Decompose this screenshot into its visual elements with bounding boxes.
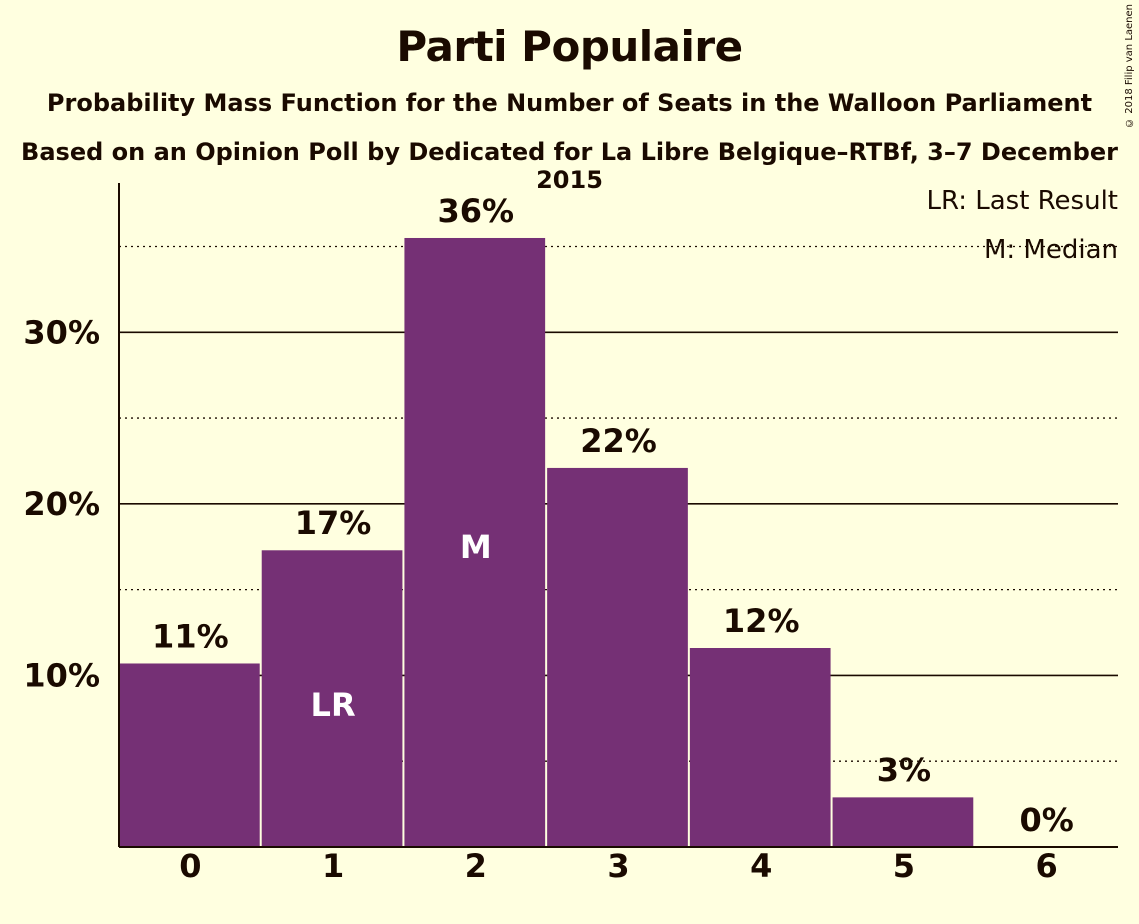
labels: 10% 20% 30% 11% 0 17% LR 1 36% M 2 22% 3 12% 4 3% 5 0% 6 <box>23 192 1073 885</box>
bar-0 <box>119 663 260 847</box>
bar-gap-mask <box>403 231 547 238</box>
value-label: 11% <box>152 617 229 655</box>
bar-gap-mask <box>546 461 689 468</box>
chart-subtitle-poll: Based on an Opinion Poll by Dedicated fo… <box>21 138 1118 194</box>
value-label: 17% <box>295 504 372 542</box>
value-label: 22% <box>580 422 657 460</box>
axes <box>118 183 1118 848</box>
bar-4 <box>689 647 831 847</box>
bars <box>118 231 975 847</box>
x-tick-label: 6 <box>1036 847 1058 885</box>
bar-2 <box>404 237 546 847</box>
chart-title: Parti Populaire <box>396 22 743 71</box>
bar-gap-mask <box>118 657 261 664</box>
y-tick-label: 20% <box>23 485 100 523</box>
x-tick-label: 1 <box>322 847 344 885</box>
y-tick-label: 10% <box>23 656 100 694</box>
bar-gap-mask <box>260 544 404 551</box>
bar-annotation-m: M <box>460 528 492 566</box>
chart-subtitle: Probability Mass Function for the Number… <box>46 89 1093 117</box>
value-label: 12% <box>723 602 800 640</box>
value-label: 36% <box>437 192 514 230</box>
bar-gap-mask <box>688 641 832 648</box>
x-tick-label: 2 <box>465 847 487 885</box>
value-label: 0% <box>1019 801 1073 839</box>
x-tick-label: 3 <box>607 847 629 885</box>
value-label: 3% <box>877 751 931 789</box>
bar-annotation-lr: LR <box>311 686 356 724</box>
legend-median: M: Median <box>984 235 1118 265</box>
legend: LR: Last Result M: Median <box>926 186 1118 265</box>
bar-5 <box>832 797 974 847</box>
bar-3 <box>547 467 688 847</box>
bar-gap-mask <box>831 791 975 798</box>
y-tick-label: 30% <box>23 313 100 351</box>
x-tick-label: 4 <box>750 847 772 885</box>
x-tick-label: 0 <box>179 847 201 885</box>
legend-last-result: LR: Last Result <box>926 186 1118 216</box>
bar-1 <box>261 550 403 847</box>
x-tick-label: 5 <box>893 847 915 885</box>
